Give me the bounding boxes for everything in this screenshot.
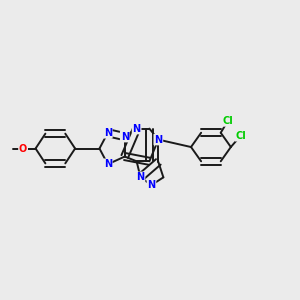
Text: N: N	[104, 159, 112, 169]
Text: Cl: Cl	[223, 116, 233, 126]
Text: N: N	[121, 132, 129, 142]
Text: N: N	[154, 135, 162, 145]
Text: Cl: Cl	[235, 131, 246, 141]
Text: N: N	[136, 172, 145, 182]
Text: N: N	[104, 128, 112, 138]
Text: N: N	[147, 180, 155, 190]
Text: O: O	[19, 143, 27, 154]
Text: N: N	[133, 124, 141, 134]
